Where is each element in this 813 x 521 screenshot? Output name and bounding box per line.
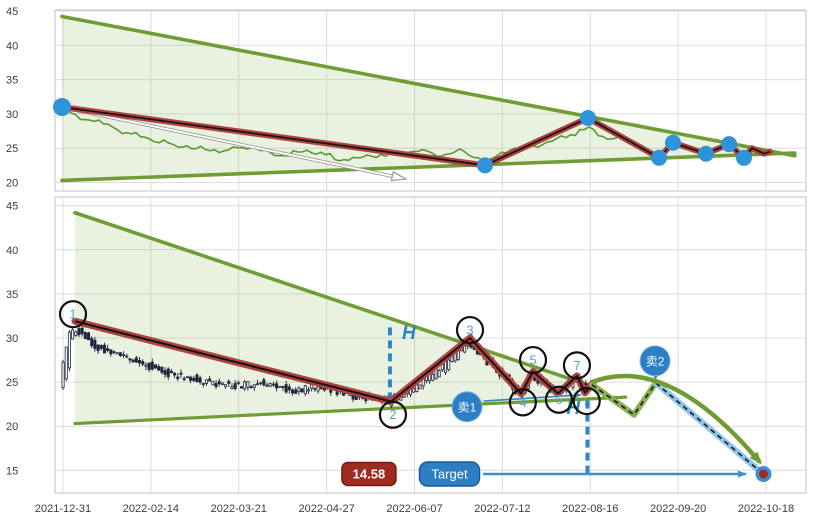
main-channel-lower [73,395,628,426]
x-tick-label: 2022-06-07 [386,503,442,515]
pivot-dot [735,149,752,166]
wave-number-4: 4 [519,395,526,410]
wave-number-6: 6 [555,392,562,407]
main-y-tick-label: 25 [6,377,18,389]
target-price-box: 14.58 [341,461,397,487]
overview-y-tick-label: 25 [6,143,18,155]
sell2-badge[interactable]: 卖2 [639,345,671,377]
wave-circle-x [572,386,601,416]
wave-number-7: 7 [573,358,580,373]
sell1-arrow [483,392,582,402]
overview-y-tick-label: 30 [6,109,18,121]
forecast-green-path [588,379,659,418]
wave-circle-3: 3 [455,315,485,345]
forecast-curve-arrow [591,373,762,465]
target-price-text: 14.58 [353,467,386,482]
pivot-dot [52,98,71,117]
sell2-label: 卖2 [646,354,665,368]
pivot-dot [477,157,494,174]
main-y-tick-label: 30 [6,333,18,345]
wave-number-5: 5 [529,353,536,368]
main-y-tick-label: 40 [6,245,18,257]
main-y-tick-label: 20 [6,421,18,433]
pivot-dot [651,149,668,166]
overview-channel-lower [60,151,797,183]
wave-number-3: 3 [466,323,473,338]
pivot-dot [721,136,738,153]
target-button[interactable]: Target [418,461,481,487]
overview-y-tick-label: 45 [6,6,18,18]
pivot-dot [664,134,681,151]
overview-y-tick-label: 40 [6,40,18,52]
white-annotation-arrow [390,170,408,182]
wave-circle-5: 5 [518,345,548,375]
wave-number-1: 1 [69,307,76,322]
x-tick-label: 2022-08-16 [562,503,618,515]
main-channel-fill [74,212,591,424]
overview-channel-upper [60,14,797,158]
main-panel: H H 14.58 Target 卖1 卖2 1 2 3 4 5 6 7 [58,210,772,487]
wave-number-2: 2 [389,407,396,422]
x-tick-label: 2022-10-18 [738,503,794,515]
main-y-tick-label: 35 [6,289,18,301]
main-y-tick-label: 15 [6,465,18,477]
target-dot [755,466,772,483]
pivot-dot [579,110,596,127]
overview-y-tick-label: 20 [6,178,18,190]
h-label-2: H [566,398,581,419]
x-tick-label: 2022-03-21 [211,503,267,515]
main-y-tick-label: 45 [6,201,18,213]
sell1-label: 卖1 [458,400,477,414]
wave-circle-4: 4 [508,388,537,417]
x-tick-label: 2022-02-14 [123,503,179,515]
x-tick-label: 2021-12-31 [35,503,91,515]
wave-circle-2: 2 [378,400,408,429]
x-tick-label: 2022-04-27 [298,503,354,515]
h-label-1: H [402,323,417,344]
forecast-blue-dash [655,382,765,475]
main-channel-upper [73,210,593,388]
wave-circle-7: 7 [562,351,592,380]
x-tick-label: 2022-09-20 [650,503,706,515]
wave-circle-6: 6 [544,385,574,414]
wave-circle-1: 1 [58,300,88,329]
pivot-dot [697,145,714,162]
target-button-text: Target [431,467,468,482]
sell1-badge[interactable]: 卖1 [451,391,483,423]
x-tick-label: 2022-07-12 [474,503,530,515]
overview-y-tick-label: 35 [6,75,18,87]
main-zigzag-core [74,320,594,403]
overview-panel [52,14,797,183]
